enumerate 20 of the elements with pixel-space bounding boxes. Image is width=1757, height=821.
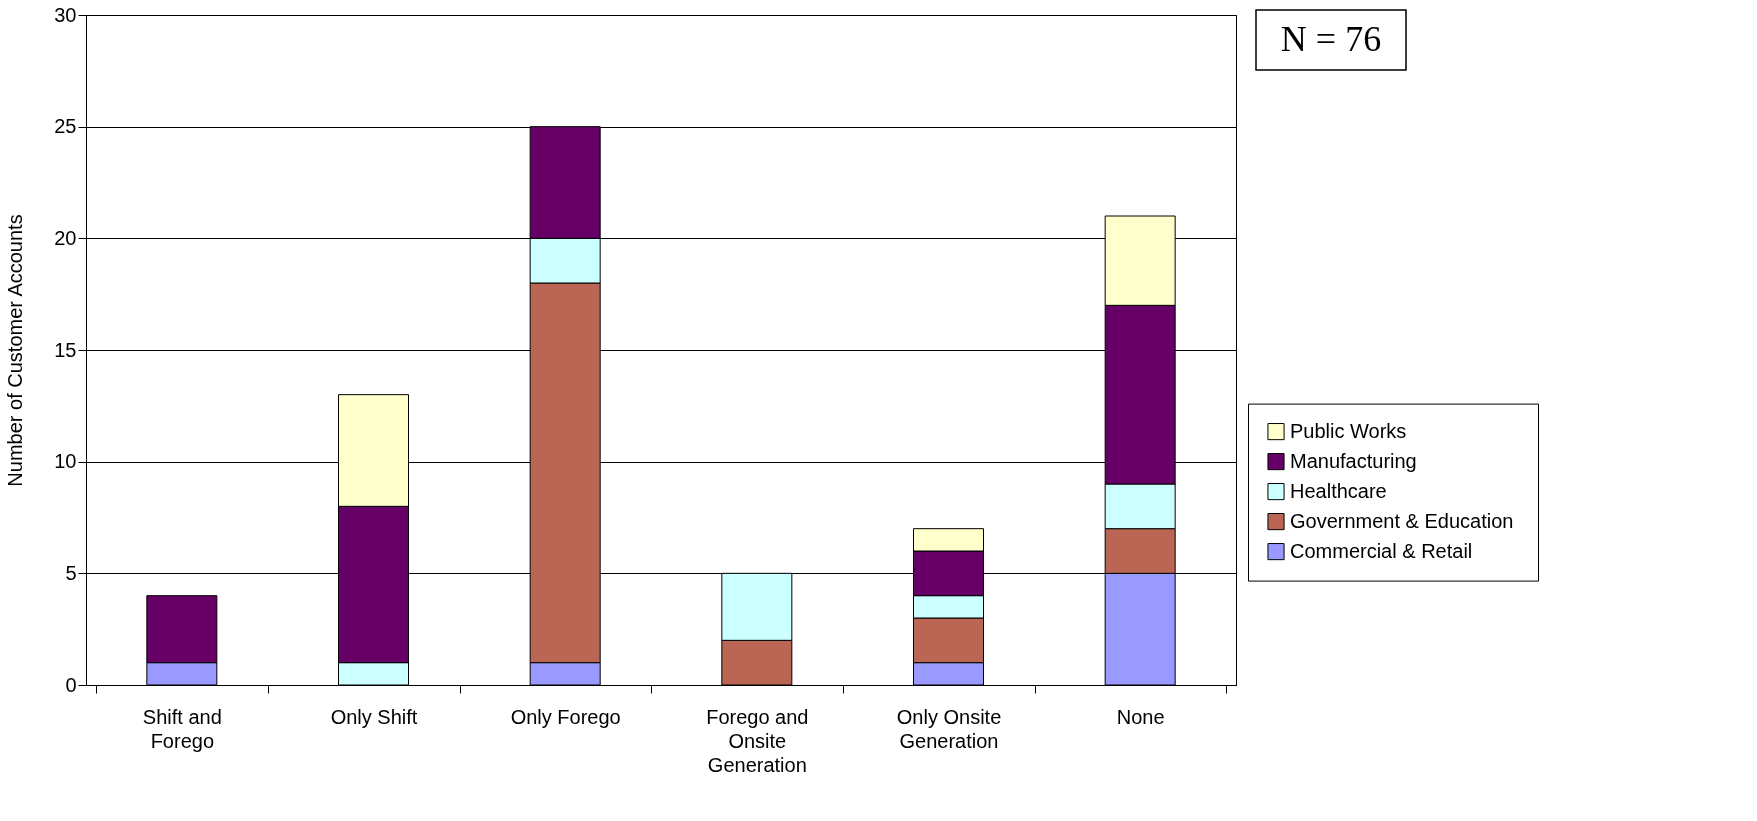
y-tick-label: 5	[65, 561, 77, 584]
y-axis-title: Number of Customer Accounts	[4, 214, 27, 487]
legend-label: Public Works	[1290, 419, 1407, 442]
y-tick-label: 10	[54, 450, 77, 473]
x-tick-label: Only Shift	[330, 705, 418, 728]
text: N = 76	[1280, 19, 1382, 59]
y-tick-label: 25	[54, 115, 77, 138]
x-tick-label: Only Onsite Generation	[896, 705, 1002, 752]
y-tick-label: 30	[54, 3, 77, 26]
legend-label: Government & Education	[1290, 509, 1514, 532]
x-tick-label: Forego and Onsite Generation	[706, 705, 809, 776]
legend-label: Manufacturing	[1290, 449, 1417, 472]
y-tick-label: 0	[65, 673, 77, 696]
legend-label: Healthcare	[1290, 479, 1387, 502]
legend-label: Commercial & Retail	[1290, 539, 1473, 562]
x-tick-label: Shift and Forego	[142, 705, 222, 752]
y-tick-label: 15	[54, 338, 77, 361]
x-tick-label: None	[1116, 705, 1165, 728]
x-tick-label: Only Forego	[510, 705, 621, 728]
y-tick-label: 20	[54, 226, 77, 249]
